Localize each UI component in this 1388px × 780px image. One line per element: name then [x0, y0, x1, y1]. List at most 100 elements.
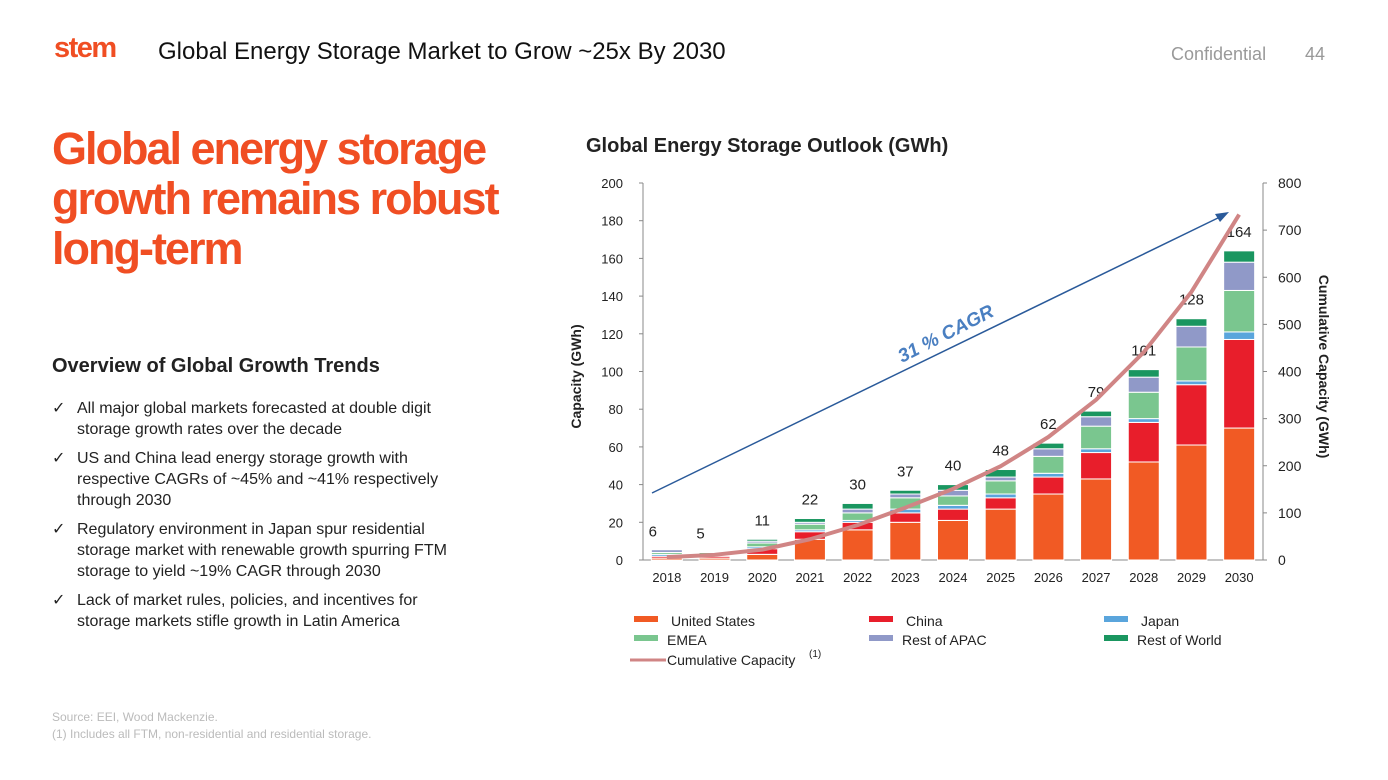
bar-segment-china [889, 512, 922, 523]
bullet-text: Lack of market rules, policies, and ince… [77, 592, 418, 630]
bar-segment-japan [937, 504, 969, 510]
check-icon: ✓ [52, 521, 66, 538]
bar-segment-china [1032, 476, 1065, 495]
x-tick-label: 2022 [843, 570, 872, 585]
bar-segment-rest-of-apac [1223, 261, 1256, 291]
bar-segment-rest-of-apac [984, 476, 1017, 482]
legend-swatch [634, 616, 658, 622]
legend-swatch [869, 616, 893, 622]
cagr-arrow [651, 215, 1223, 494]
cumulative-capacity-line [666, 213, 1241, 560]
bar-segment-emea [984, 480, 1017, 495]
bullet-text: US and China lead energy storage growth … [77, 450, 439, 509]
bar-segment-rest-of-apac [889, 493, 922, 499]
bullet-text: Regulatory environment in Japan spur res… [77, 521, 447, 580]
bar-segment-rest-of-world [841, 502, 874, 510]
bar-segment-japan [1080, 448, 1113, 454]
overview-title: Overview of Global Growth Trends [52, 355, 380, 377]
y-tick-label: 80 [609, 402, 623, 417]
bar-segment-rest-of-world [746, 538, 779, 542]
bar-segment-emea [1080, 425, 1113, 450]
bar-segment-united-states [1223, 427, 1256, 561]
y2-tick-label: 500 [1278, 316, 1302, 332]
bullet-item: ✓ Regulatory environment in Japan spur re… [52, 519, 472, 582]
bar-segment-china [984, 497, 1017, 510]
legend-label: EMEA [667, 632, 707, 648]
y-tick-label: 20 [609, 515, 623, 530]
total-label: 30 [849, 476, 866, 493]
x-tick-label: 2020 [748, 570, 777, 585]
x-tick-label: 2021 [795, 570, 824, 585]
check-icon: ✓ [52, 450, 66, 467]
legend-swatch [634, 635, 658, 641]
bar-segment-rest-of-apac [1127, 376, 1160, 393]
bar-segment-emea [793, 523, 826, 531]
bar-segment-china [1223, 338, 1256, 429]
bar-segment-rest-of-apac [1032, 448, 1065, 457]
bar-segment-rest-of-world [1223, 250, 1256, 263]
y2-tick-label: 100 [1278, 505, 1302, 521]
check-icon: ✓ [52, 592, 66, 609]
bar-segment-rest-of-world [1080, 410, 1113, 418]
y-axis-label: Capacity (GWh) [568, 324, 584, 428]
total-label: 128 [1179, 292, 1204, 309]
y-tick-label: 140 [601, 289, 623, 304]
bar-segment-china [1175, 384, 1208, 446]
bar-segment-emea [937, 495, 969, 506]
total-label: 37 [897, 463, 914, 480]
y2-tick-label: 400 [1278, 364, 1302, 380]
bar-segment-united-states [1080, 478, 1113, 561]
legend-label: Rest of APAC [902, 632, 987, 648]
source-note: Source: EEI, Wood Mackenzie. [52, 710, 218, 724]
bar-segment-japan [1223, 331, 1256, 340]
chart-title: Global Energy Storage Outlook (GWh) [586, 135, 949, 157]
y-tick-label: 60 [609, 440, 623, 455]
y-tick-label: 0 [616, 553, 623, 568]
bar-segment-china [1080, 452, 1113, 480]
footnote-1: (1) Includes all FTM, non-residential an… [52, 727, 372, 741]
bar-segment-rest-of-world [1175, 318, 1208, 327]
y2-axis-label: Cumulative Capacity (GWh) [1316, 275, 1332, 459]
y-tick-label: 200 [601, 176, 623, 191]
total-label: 5 [696, 526, 704, 543]
x-tick-label: 2018 [652, 570, 681, 585]
x-tick-label: 2023 [891, 570, 920, 585]
legend-label: Japan [1141, 613, 1179, 629]
bar-segment-united-states [937, 519, 969, 561]
total-label: 62 [1040, 416, 1057, 433]
legend-superscript: (1) [809, 649, 821, 660]
bar-segment-rest-of-apac [1080, 416, 1113, 427]
bar-segment-emea [1032, 455, 1065, 474]
total-label: 48 [992, 443, 1009, 460]
total-label: 22 [802, 492, 819, 509]
y-tick-label: 160 [601, 251, 623, 266]
x-tick-label: 2030 [1225, 570, 1254, 585]
page-number: 44 [1305, 44, 1326, 64]
bar-segment-rest-of-world [793, 518, 826, 523]
bar-segment-united-states [889, 521, 922, 561]
bullet-text: All major global markets forecasted at d… [77, 400, 431, 438]
total-label: 11 [754, 512, 770, 529]
legend-swatch [1104, 635, 1128, 641]
y2-tick-label: 700 [1278, 222, 1302, 238]
bar-segment-rest-of-world [889, 489, 922, 495]
cagr-annotation: 31 % CAGR [895, 301, 998, 367]
x-tick-label: 2025 [986, 570, 1015, 585]
check-icon: ✓ [52, 400, 66, 417]
y-tick-label: 120 [601, 327, 623, 342]
legend-label: China [906, 613, 943, 629]
bar-segment-emea [1175, 346, 1208, 382]
bar-segment-united-states [841, 529, 874, 561]
stem-logo: stem [54, 32, 117, 64]
y2-tick-label: 800 [1278, 175, 1302, 191]
y2-tick-label: 300 [1278, 411, 1302, 427]
bar-segment-japan [1032, 472, 1065, 478]
footnotes: Source: EEI, Wood Mackenzie. (1) Include… [52, 709, 372, 743]
headline: Global energy storage growth remains rob… [52, 123, 500, 274]
x-tick-label: 2026 [1034, 570, 1063, 585]
bullet-item: ✓ Lack of market rules, policies, and inc… [52, 590, 472, 632]
x-tick-label: 2029 [1177, 570, 1206, 585]
bar-segment-united-states [1127, 461, 1160, 561]
confidential-label: Confidential [1171, 44, 1267, 64]
